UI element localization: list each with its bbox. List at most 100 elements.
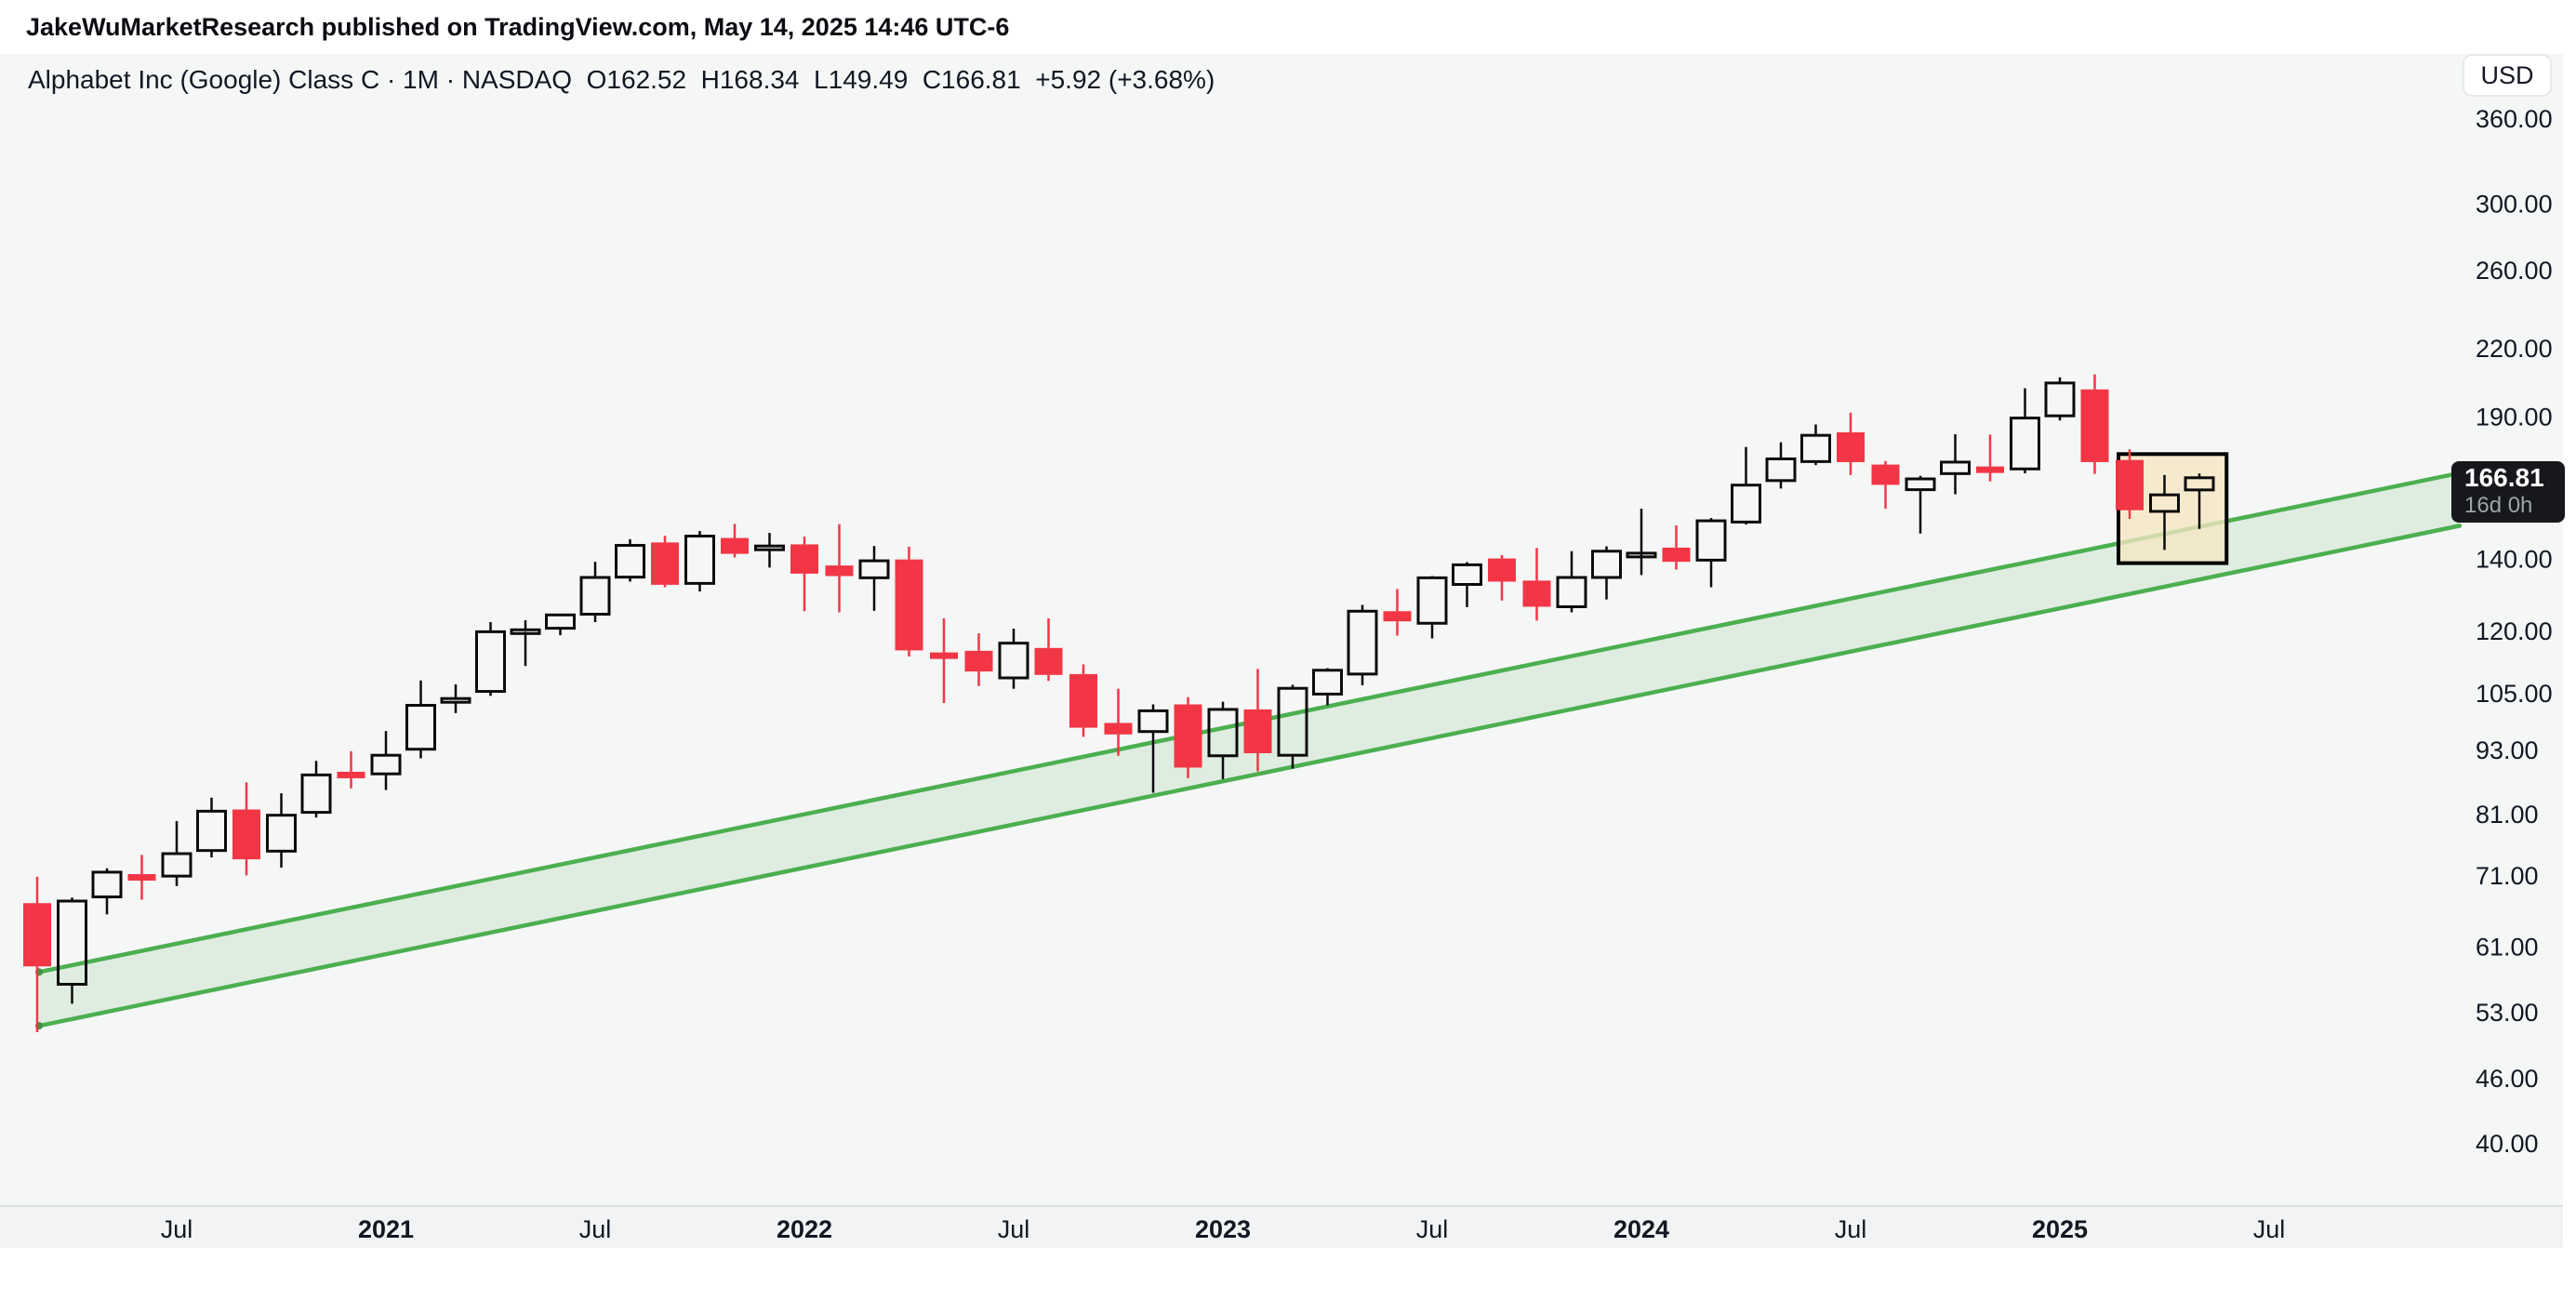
candle-body-down	[1976, 466, 2004, 473]
candle-body-down	[1174, 704, 1202, 768]
time-tick-label: 2025	[2032, 1215, 2088, 1243]
candle	[1940, 434, 1971, 495]
candle-body-up	[91, 870, 123, 899]
candle-body-up	[1695, 519, 1727, 562]
price-tick-label: 81.00	[2476, 801, 2539, 829]
time-tick-label: Jul	[579, 1215, 612, 1243]
candle-body-up	[1207, 708, 1239, 758]
candle	[1800, 424, 1831, 466]
chart-background	[0, 54, 2563, 1205]
price-axis[interactable]: 360.00 300.00 260.00 220.00 190.00 140.00 120.…	[2476, 105, 2553, 1158]
candle-body-down	[790, 544, 818, 574]
price-tick-label: 190.00	[2476, 403, 2553, 431]
candle	[2149, 474, 2180, 550]
candle-body-up	[615, 543, 645, 579]
currency-label: USD	[2480, 60, 2534, 89]
price-tick-label: 140.00	[2476, 546, 2553, 574]
candle	[161, 820, 193, 886]
candle	[545, 613, 576, 636]
candle	[475, 622, 506, 696]
candle	[337, 750, 365, 789]
candle	[1312, 668, 1343, 706]
publish-header: JakeWuMarketResearch published on Tradin…	[0, 0, 2576, 54]
time-tick-label: 2022	[777, 1215, 832, 1243]
candle-body-up	[1731, 484, 1761, 524]
candle	[510, 619, 541, 667]
candle	[651, 536, 679, 588]
candle	[1137, 704, 1169, 793]
candle	[1488, 555, 1516, 601]
candle-body-up	[2044, 381, 2076, 418]
candle	[754, 533, 785, 568]
candle-body-down	[721, 537, 749, 554]
candle-body-up	[2010, 417, 2040, 471]
candle-body-up	[2184, 476, 2215, 492]
candle	[23, 876, 51, 1033]
candle	[2080, 374, 2109, 474]
candle-body-down	[232, 809, 260, 860]
price-tick-label: 53.00	[2476, 999, 2539, 1027]
candle	[1416, 576, 1448, 639]
candle	[2044, 377, 2076, 421]
candle	[2116, 449, 2144, 520]
candle	[790, 537, 818, 612]
candle	[2010, 388, 2040, 474]
candle-body-down	[1837, 431, 1865, 462]
candle-body-down	[1069, 673, 1097, 728]
candle	[1731, 446, 1761, 525]
candle	[1207, 701, 1239, 779]
candle	[964, 633, 993, 686]
candle-body-up	[370, 753, 402, 776]
candle	[1905, 475, 1936, 534]
candle-body-down	[895, 559, 923, 651]
candle	[930, 617, 958, 704]
time-tick-label: Jul	[998, 1215, 1030, 1243]
candle	[1591, 546, 1622, 600]
currency-button[interactable]: USD	[2463, 54, 2552, 97]
candle-body-down	[127, 874, 156, 882]
candle	[196, 797, 227, 858]
candle-body-up	[266, 814, 297, 853]
candle-body-down	[1034, 647, 1063, 675]
channel-lower-line	[36, 524, 2463, 1028]
candle-body-up	[1940, 460, 1971, 475]
symbol-legend[interactable]: Alphabet Inc (Google) Class C · 1M · NAS…	[28, 65, 1215, 95]
candle	[440, 683, 471, 713]
candle-body-down	[1383, 611, 1412, 622]
candle	[1556, 550, 1587, 613]
time-tick-label: 2024	[1613, 1215, 1669, 1243]
candle-body-up	[161, 852, 193, 878]
candle-body-up	[1591, 550, 1622, 579]
candle-body-up	[579, 576, 611, 616]
candle	[405, 680, 436, 759]
candle-body-up	[1626, 551, 1657, 559]
ohlc-values: O162.52 H168.34 L149.49 C166.81 +5.92 (+…	[586, 65, 1215, 94]
candle	[684, 531, 715, 592]
candle-body-down	[1104, 723, 1133, 735]
candle-body-up	[57, 899, 87, 986]
time-tick-label: Jul	[2253, 1215, 2286, 1243]
candle	[1034, 617, 1063, 682]
time-tick-label: Jul	[1835, 1215, 1867, 1243]
candle	[1871, 460, 1900, 510]
candle-body-down	[1522, 580, 1551, 607]
candle-body-down	[1871, 464, 1900, 485]
candle	[232, 782, 260, 876]
time-axis[interactable]	[0, 1205, 2563, 1248]
time-tick-label: 2023	[1195, 1215, 1251, 1243]
candle-body-up	[858, 559, 890, 579]
current-price-value: 166.81	[2464, 463, 2544, 492]
price-tick-label: 105.00	[2476, 680, 2553, 708]
candle	[1383, 589, 1412, 636]
candle	[1452, 562, 1482, 607]
bar-countdown: 16d 0h	[2464, 493, 2533, 518]
candle-body-up	[545, 613, 576, 630]
candle	[1243, 669, 1272, 772]
candle-body-up	[754, 544, 785, 551]
candle-body-up	[405, 703, 436, 751]
candle-body-up	[684, 534, 715, 585]
candle-body-up	[998, 642, 1029, 680]
current-price-label: 166.81 16d 0h	[2451, 461, 2565, 523]
candle	[1695, 518, 1727, 588]
